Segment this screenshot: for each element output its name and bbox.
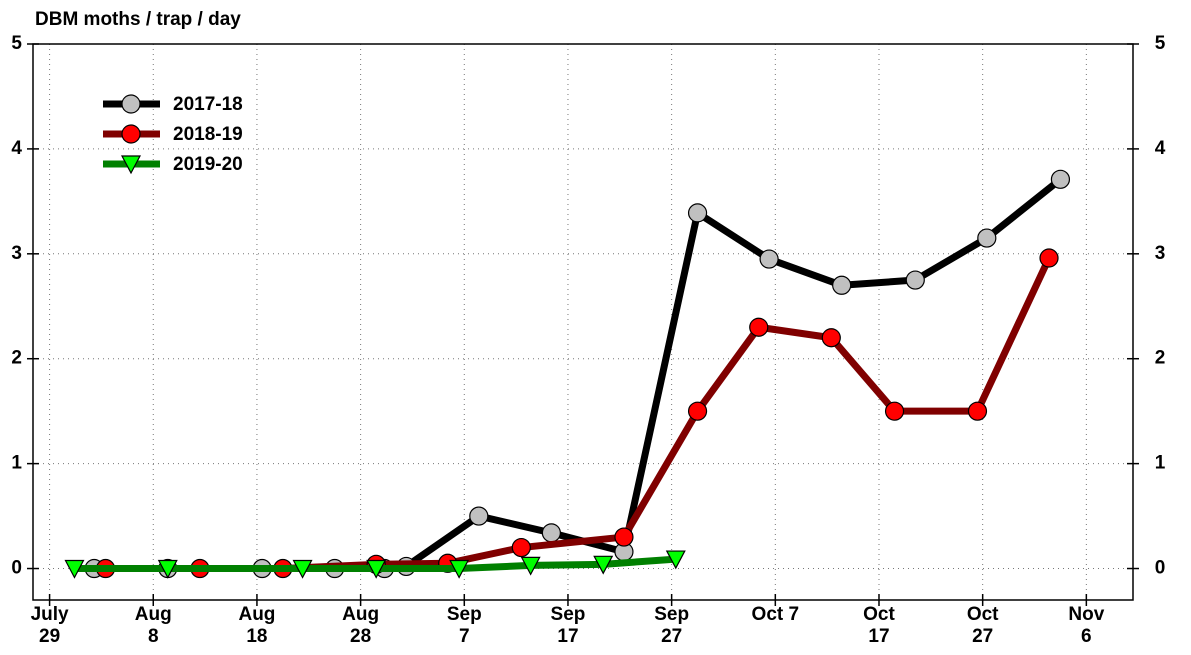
legend-label: 2018-19	[173, 124, 243, 145]
legend-label: 2017-18	[173, 94, 243, 115]
point	[157, 559, 178, 579]
x-tick-label: Oct 27	[966, 604, 999, 647]
point	[884, 401, 905, 421]
y-tick-label: 5	[11, 33, 22, 54]
point	[749, 317, 769, 337]
legend-marker	[121, 155, 141, 175]
y2-tick-label: 4	[1155, 138, 1166, 159]
chart-title: DBM moths / trap / day	[35, 9, 241, 30]
point	[469, 506, 489, 526]
point	[593, 555, 614, 575]
y-tick-label: 0	[11, 558, 22, 579]
point	[541, 523, 561, 543]
x-tick-label: Aug 8	[134, 604, 172, 647]
point	[687, 401, 708, 421]
y-tick-label: 3	[11, 243, 22, 264]
point	[520, 556, 541, 576]
y2-tick-label: 2	[1155, 348, 1166, 369]
y-tick-label: 4	[11, 138, 22, 159]
series-line	[74, 555, 677, 573]
legend-marker	[121, 124, 141, 144]
series-line	[94, 176, 1063, 573]
point	[449, 559, 470, 579]
x-tick-label: Sep 17	[550, 604, 586, 647]
x-tick-label: Sep 27	[654, 604, 690, 647]
point	[759, 249, 779, 269]
point	[614, 527, 634, 547]
y-tick-label: 1	[11, 453, 22, 474]
point	[64, 559, 85, 579]
y-tick-label: 2	[11, 348, 22, 369]
x-tick-label: Oct 17	[863, 604, 895, 647]
point	[967, 401, 988, 421]
point	[511, 537, 531, 558]
legend-marker	[121, 94, 141, 114]
point	[1039, 248, 1059, 268]
point	[905, 270, 925, 290]
x-tick-label: Sep 7	[446, 604, 482, 647]
point	[687, 203, 708, 223]
point	[665, 550, 686, 570]
point	[977, 228, 997, 248]
point	[832, 275, 852, 295]
x-tick-label: Aug 28	[342, 604, 380, 647]
point	[821, 328, 841, 348]
x-tick-label: Nov 6	[1068, 604, 1105, 647]
x-tick-label: July 29	[30, 604, 69, 647]
point	[1050, 169, 1071, 189]
x-tick-label: Aug 18	[238, 604, 276, 647]
point	[366, 559, 387, 579]
x-tick-label: Oct 7	[751, 604, 800, 625]
y2-tick-label: 1	[1155, 453, 1166, 474]
y2-tick-label: 5	[1155, 33, 1166, 54]
point	[292, 559, 313, 579]
legend-label: 2019-20	[173, 154, 243, 175]
y2-tick-label: 3	[1155, 243, 1166, 264]
series-line	[105, 256, 1053, 573]
y2-tick-label: 0	[1155, 558, 1166, 579]
plot-frame	[32, 43, 1134, 601]
